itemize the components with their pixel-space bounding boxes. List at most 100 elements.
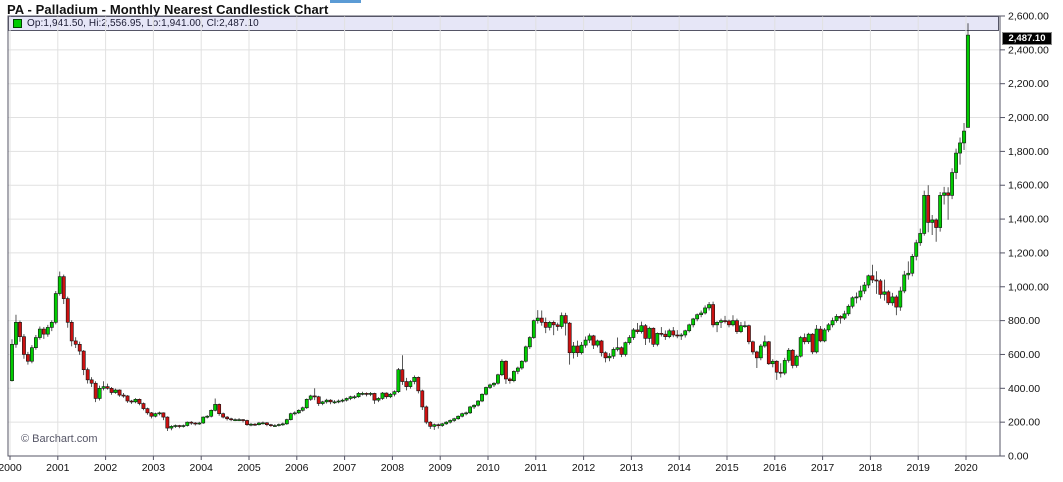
candle-up bbox=[308, 395, 313, 400]
candle-up bbox=[484, 387, 488, 395]
candle-down bbox=[735, 320, 739, 332]
candle-down bbox=[18, 322, 22, 337]
candle-up bbox=[687, 324, 692, 332]
candle-up bbox=[910, 256, 915, 274]
candle-down bbox=[312, 395, 317, 398]
candle-up bbox=[798, 337, 803, 357]
candle-down bbox=[766, 341, 771, 365]
candle-up bbox=[922, 195, 927, 234]
candle-up bbox=[324, 399, 329, 403]
candle-down bbox=[651, 327, 656, 345]
candle-up bbox=[201, 416, 206, 424]
candle-up bbox=[595, 340, 600, 346]
candle-down bbox=[73, 340, 78, 345]
candle-up bbox=[280, 423, 285, 426]
candle-up bbox=[261, 422, 265, 425]
candle-up bbox=[906, 272, 911, 276]
candle-up bbox=[368, 393, 373, 395]
candle-up bbox=[336, 400, 341, 403]
ohlc-legend-text: Op:1,941.50, Hi:2,556.95, Lo:1,941.00, C… bbox=[27, 18, 259, 29]
y-axis-label: 1,600.00 bbox=[1008, 180, 1049, 192]
candle-down bbox=[129, 400, 134, 403]
candle-up bbox=[826, 324, 831, 331]
candle-up bbox=[954, 152, 958, 173]
candle-up bbox=[304, 399, 309, 409]
x-axis-label: 2015 bbox=[715, 462, 739, 474]
candle-up bbox=[786, 349, 791, 361]
candle-down bbox=[404, 381, 409, 387]
candle-up bbox=[101, 386, 106, 389]
candle-up bbox=[898, 290, 903, 308]
candle-down bbox=[663, 333, 668, 337]
candle-up bbox=[850, 297, 855, 307]
candle-down bbox=[543, 322, 548, 328]
candle-down bbox=[774, 360, 779, 373]
candle-up bbox=[332, 401, 337, 404]
candle-up bbox=[460, 413, 465, 417]
candle-up bbox=[882, 291, 887, 295]
candle-up bbox=[205, 415, 210, 418]
candle-down bbox=[551, 322, 556, 326]
candle-up bbox=[448, 420, 453, 423]
candle-down bbox=[177, 425, 182, 427]
y-axis-label: 600.00 bbox=[1008, 349, 1040, 361]
candle-up bbox=[938, 195, 943, 228]
candle-down bbox=[878, 280, 883, 295]
x-axis-label: 2002 bbox=[94, 462, 118, 474]
candle-down bbox=[603, 352, 608, 359]
candle-down bbox=[217, 404, 222, 414]
candle-up bbox=[691, 318, 696, 326]
candle-up bbox=[488, 384, 492, 388]
candle-up bbox=[288, 413, 293, 420]
y-axis-label: 2,400.00 bbox=[1008, 44, 1049, 56]
candle-down bbox=[400, 369, 405, 382]
candle-up bbox=[209, 410, 214, 417]
x-axis-label: 2011 bbox=[525, 462, 548, 474]
plot-border bbox=[7, 15, 1001, 457]
candle-up bbox=[169, 426, 174, 429]
candle-up bbox=[866, 275, 871, 286]
x-axis-label: 2007 bbox=[333, 462, 357, 474]
candle-up bbox=[770, 360, 775, 365]
candle-down bbox=[65, 298, 70, 323]
x-axis-label: 2020 bbox=[954, 462, 978, 474]
candle-down bbox=[316, 396, 321, 404]
candle-up bbox=[962, 130, 966, 144]
candle-down bbox=[428, 421, 433, 427]
candle-up bbox=[348, 396, 353, 399]
candle-up bbox=[731, 320, 735, 326]
top-blue-bar bbox=[330, 0, 361, 3]
candle-up bbox=[587, 335, 592, 341]
candle-down bbox=[754, 351, 759, 359]
candle-down bbox=[41, 328, 46, 335]
y-axis-label: 2,200.00 bbox=[1008, 78, 1049, 90]
candle-down bbox=[778, 371, 783, 374]
candle-up bbox=[249, 423, 253, 426]
candle-down bbox=[420, 390, 425, 408]
candle-down bbox=[81, 350, 86, 370]
candle-up bbox=[49, 322, 54, 328]
candle-up bbox=[97, 388, 102, 399]
candle-up bbox=[782, 360, 787, 374]
candle-down bbox=[364, 393, 369, 395]
candle-down bbox=[117, 389, 122, 396]
candle-up bbox=[360, 393, 365, 395]
candle-up bbox=[515, 367, 520, 372]
candle-up bbox=[743, 325, 747, 327]
candle-up bbox=[292, 412, 297, 415]
candle-up bbox=[257, 422, 261, 425]
candle-up bbox=[683, 330, 688, 336]
candle-down bbox=[161, 412, 166, 418]
candle-up bbox=[380, 392, 385, 399]
candle-up bbox=[296, 410, 301, 414]
candle-down bbox=[125, 395, 130, 402]
candle-up bbox=[468, 406, 472, 414]
candle-up bbox=[914, 242, 919, 257]
candle-up bbox=[284, 419, 289, 425]
candle-up bbox=[300, 407, 305, 411]
candle-up bbox=[814, 328, 819, 353]
y-axis-label: 2,000.00 bbox=[1008, 112, 1049, 124]
y-axis-label: 2,600.00 bbox=[1008, 11, 1049, 23]
y-axis-label: 800.00 bbox=[1008, 315, 1040, 327]
